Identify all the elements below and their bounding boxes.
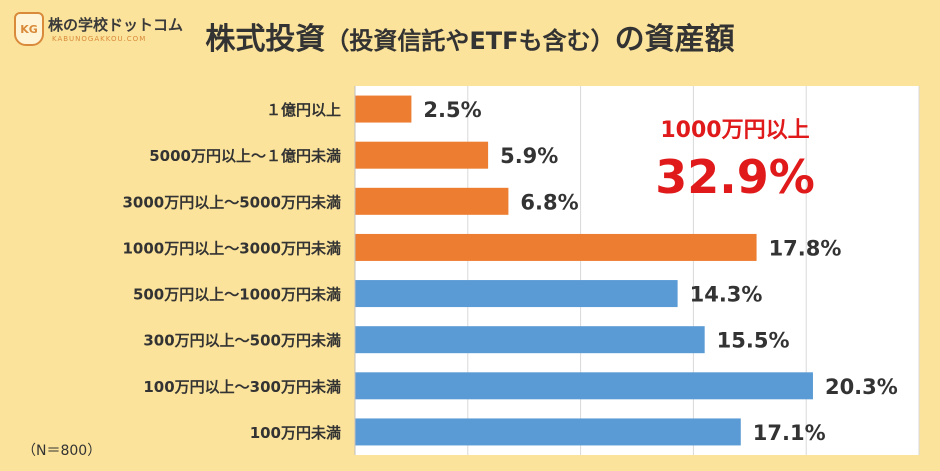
value-label: 2.5%	[423, 98, 481, 122]
category-label: 1000万円以上～3000万円未満	[123, 239, 342, 257]
value-label: 6.8%	[520, 190, 578, 214]
bar	[355, 418, 741, 446]
chart-title-main: 株式投資	[205, 22, 326, 57]
category-label: 100万円以上～300万円未満	[143, 378, 341, 396]
callout-value: 32.9%	[655, 150, 815, 204]
logo-badge-icon: KG	[14, 12, 44, 46]
bar	[355, 233, 757, 261]
value-label: 20.3%	[825, 375, 898, 399]
category-label: 5000万円以上～１億円未満	[149, 147, 341, 165]
value-label: 5.9%	[500, 144, 558, 168]
value-label: 15.5%	[717, 329, 790, 353]
chart-title-sub: （投資信託やETFも含む）	[325, 27, 615, 55]
sample-size-note: （N＝800）	[22, 443, 102, 459]
category-label: 300万円以上～500万円未満	[143, 332, 341, 350]
logo-subtext: KABUNOGAKKOU.COM	[52, 35, 147, 43]
bar	[355, 187, 509, 215]
category-label: 500万円以上～1000万円未満	[133, 286, 341, 304]
logo-name: 株の学校ドットコム	[48, 16, 184, 34]
bar	[355, 326, 705, 354]
category-label: 100万円未満	[250, 424, 341, 442]
value-label: 17.8%	[769, 236, 842, 260]
value-label: 17.1%	[753, 421, 826, 445]
bar	[355, 95, 412, 123]
callout-label: 1000万円以上	[660, 118, 810, 143]
bar	[355, 372, 813, 400]
chart-title: 株式投資（投資信託やETFも含む）の資産額	[0, 14, 940, 58]
category-label: １億円以上	[266, 101, 341, 119]
bar	[355, 141, 489, 169]
chart-title-tail: の資産額	[614, 22, 735, 57]
bar	[355, 280, 678, 308]
value-label: 14.3%	[690, 283, 763, 307]
category-label: 3000万円以上～5000万円未満	[123, 193, 342, 211]
site-logo[interactable]: KG 株の学校ドットコム KABUNOGAKKOU.COM	[8, 8, 198, 52]
